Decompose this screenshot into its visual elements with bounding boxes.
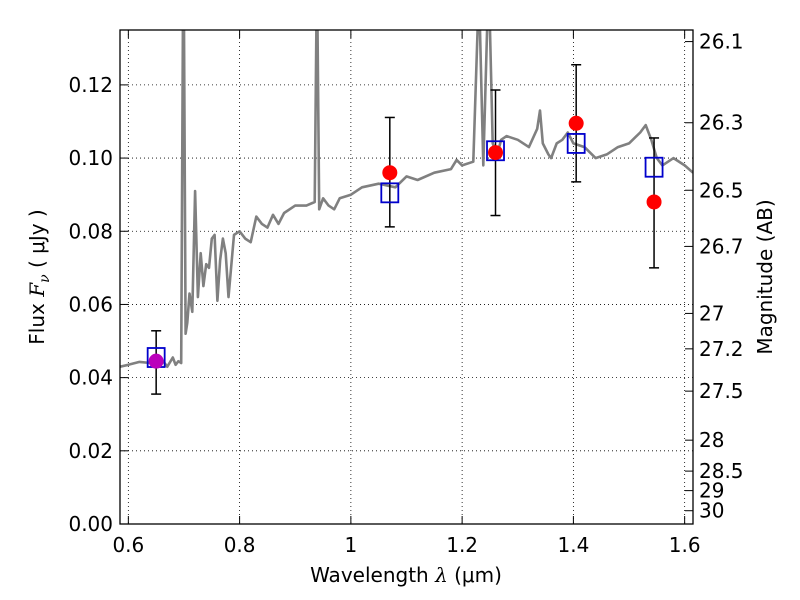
x-tick-label: 1.6 — [669, 533, 701, 557]
x-axis-label: Wavelength λ (μm) — [310, 563, 502, 587]
model-square-point — [566, 133, 586, 154]
mag-tick-label: 27 — [699, 301, 724, 325]
observed-point — [488, 145, 504, 161]
x-tick-label: 1 — [345, 533, 358, 557]
observed-point — [148, 353, 164, 369]
x-tick-label: 1.2 — [446, 533, 478, 557]
spectrum-line — [120, 30, 693, 369]
y-axis-label: Flux Fν ( μJy ) — [25, 209, 53, 344]
right-axis-label: Magnitude (AB) — [753, 199, 777, 354]
mag-tick-label: 26.3 — [699, 111, 744, 135]
y-tick-label: 0.04 — [68, 366, 113, 390]
observed-point — [646, 194, 662, 210]
y-tick-label: 0.00 — [68, 512, 113, 536]
y-tick-label: 0.06 — [68, 292, 113, 316]
mag-tick-label: 29 — [699, 479, 724, 503]
mag-tick-label: 27.2 — [699, 337, 744, 361]
mag-tick-label: 26.7 — [699, 234, 744, 258]
observed-point — [568, 115, 584, 131]
x-tick-label: 0.6 — [112, 533, 144, 557]
y-tick-label: 0.02 — [68, 439, 113, 463]
mag-tick-label: 26.5 — [699, 178, 744, 202]
x-tick-label: 0.8 — [224, 533, 256, 557]
y-tick-label: 0.12 — [68, 73, 113, 97]
observed-point — [382, 165, 398, 181]
model-square-point — [380, 182, 400, 204]
plot-area — [120, 30, 693, 395]
mag-tick-label: 26.1 — [699, 30, 744, 54]
mag-tick-label: 27.5 — [699, 379, 744, 403]
y-tick-label: 0.10 — [68, 146, 113, 170]
model-square-point — [644, 156, 664, 178]
axis-ticks: 0.6 0.8 1 1.2 1.4 1.6 0.00 0.02 0.04 0.06 0.08 0.10… — [68, 30, 743, 557]
x-tick-label: 1.4 — [557, 533, 589, 557]
y-tick-label: 0.08 — [68, 219, 113, 243]
axes-frame — [119, 29, 694, 525]
grid-lines — [120, 30, 693, 525]
plot-clip-group — [120, 30, 693, 395]
mag-tick-label: 28.5 — [699, 459, 744, 483]
model-square-point — [486, 140, 505, 162]
mag-tick-label: 28 — [699, 428, 724, 452]
mag-tick-label: 30 — [699, 499, 724, 523]
